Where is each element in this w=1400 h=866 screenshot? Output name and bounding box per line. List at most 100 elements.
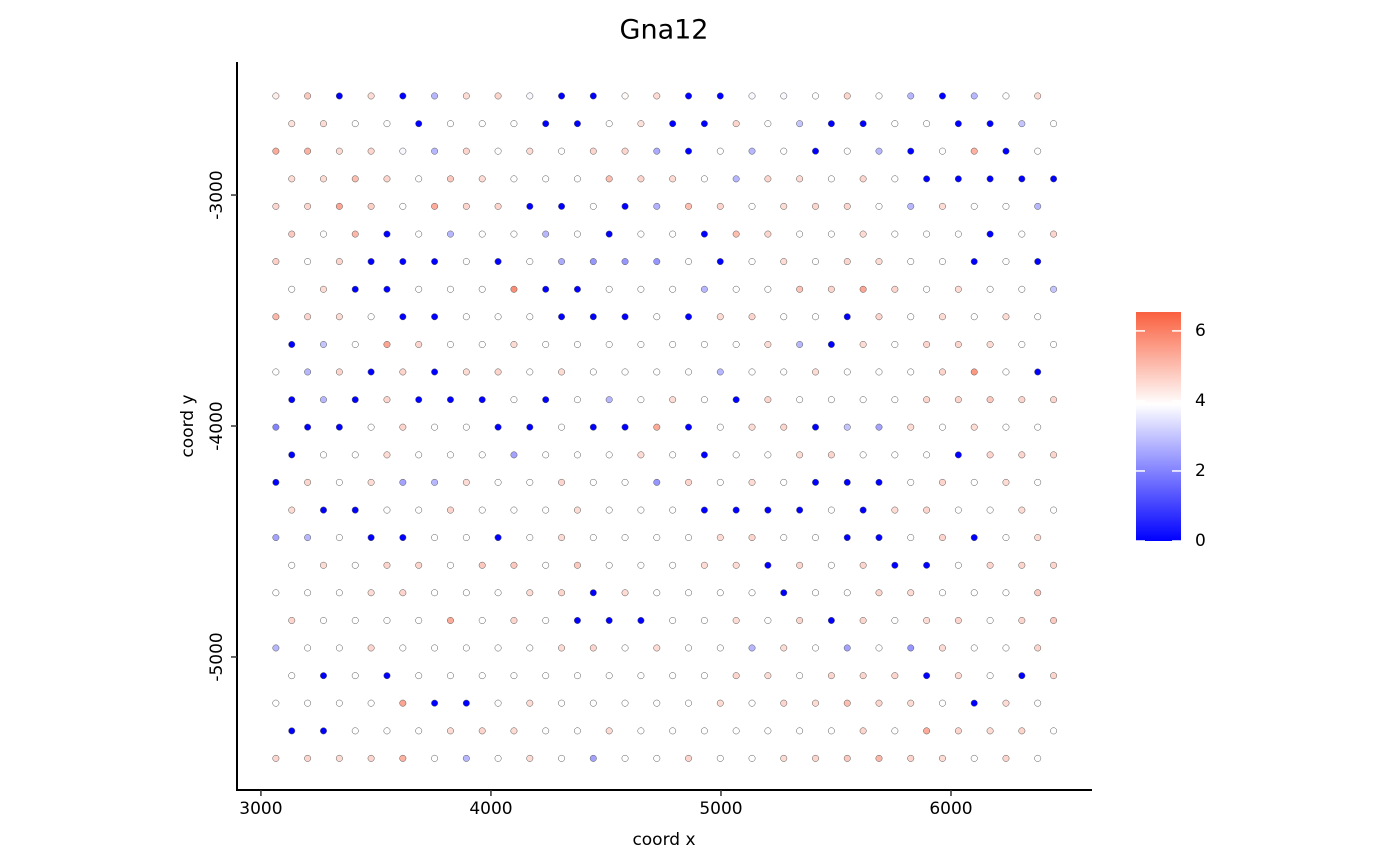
- spot: [796, 396, 804, 404]
- spot: [1034, 423, 1042, 431]
- spot: [954, 617, 962, 624]
- spot: [1050, 451, 1058, 459]
- spot: [986, 120, 994, 128]
- spot: [796, 285, 804, 293]
- spot: [288, 727, 296, 735]
- spot: [367, 368, 375, 376]
- spot: [589, 478, 597, 486]
- spot: [605, 561, 613, 569]
- spot: [383, 230, 391, 238]
- spot: [272, 644, 280, 652]
- spot: [986, 451, 994, 459]
- spot: [732, 506, 740, 514]
- spot: [1002, 644, 1010, 652]
- spot: [621, 754, 629, 762]
- spot: [685, 478, 692, 486]
- spot: [320, 230, 327, 238]
- spot: [383, 506, 391, 514]
- spot: [431, 423, 439, 431]
- spot: [875, 644, 883, 652]
- spot: [685, 699, 692, 707]
- spot: [637, 617, 645, 624]
- spot: [1002, 478, 1010, 486]
- spot: [875, 478, 883, 486]
- spot: [812, 313, 819, 321]
- spot: [907, 258, 915, 266]
- spot: [304, 92, 312, 100]
- spot: [447, 727, 454, 735]
- spot: [700, 285, 708, 293]
- spot: [272, 258, 280, 266]
- spot: [399, 258, 407, 266]
- spot: [1050, 230, 1058, 238]
- spot: [320, 561, 327, 569]
- spot: [304, 754, 312, 762]
- spot: [288, 506, 296, 514]
- spot: [1034, 258, 1042, 266]
- spot: [573, 285, 581, 293]
- spot: [431, 534, 439, 542]
- spot: [383, 120, 391, 128]
- spot: [605, 230, 613, 238]
- spot: [1034, 147, 1042, 155]
- spot: [558, 92, 566, 100]
- spot: [875, 92, 883, 100]
- spot: [288, 341, 296, 348]
- spot: [843, 202, 851, 210]
- spot: [1002, 313, 1010, 321]
- spot: [970, 644, 978, 652]
- spot: [367, 92, 375, 100]
- spot: [510, 561, 518, 569]
- spot: [653, 313, 661, 321]
- spot: [764, 506, 772, 514]
- spot: [304, 478, 312, 486]
- spot: [764, 727, 772, 735]
- spot: [891, 120, 899, 128]
- spot: [1034, 699, 1042, 707]
- spot: [923, 120, 931, 128]
- spot: [653, 478, 661, 486]
- spot: [859, 230, 867, 238]
- spot: [605, 506, 613, 514]
- spot: [621, 368, 629, 376]
- spot: [875, 534, 883, 542]
- spot: [462, 644, 470, 652]
- spot: [272, 534, 280, 542]
- spot: [1002, 258, 1010, 266]
- spot: [478, 617, 486, 624]
- spot: [367, 754, 375, 762]
- spot: [875, 368, 883, 376]
- spot: [780, 644, 788, 652]
- spot: [399, 92, 407, 100]
- spot: [812, 644, 819, 652]
- spot: [1018, 175, 1026, 183]
- spot: [986, 561, 994, 569]
- spot: [637, 230, 645, 238]
- spot: [462, 368, 470, 376]
- spot: [335, 534, 343, 542]
- spot: [653, 644, 661, 652]
- spot: [954, 396, 962, 404]
- spot: [510, 341, 518, 348]
- spot: [1050, 506, 1058, 514]
- spot: [907, 313, 915, 321]
- spot: [796, 727, 804, 735]
- spot: [1034, 368, 1042, 376]
- spot: [510, 617, 518, 624]
- spot: [923, 506, 931, 514]
- spot: [780, 589, 788, 597]
- spot: [875, 147, 883, 155]
- spot: [462, 92, 470, 100]
- spot: [383, 727, 391, 735]
- spot: [573, 396, 581, 404]
- spot: [907, 423, 915, 431]
- spot: [716, 644, 724, 652]
- spot: [637, 341, 645, 348]
- colorbar-tick-label: 0: [1195, 531, 1206, 551]
- spot: [1018, 120, 1026, 128]
- spot: [685, 258, 692, 266]
- spot: [272, 313, 280, 321]
- spot: [970, 202, 978, 210]
- spot: [700, 175, 708, 183]
